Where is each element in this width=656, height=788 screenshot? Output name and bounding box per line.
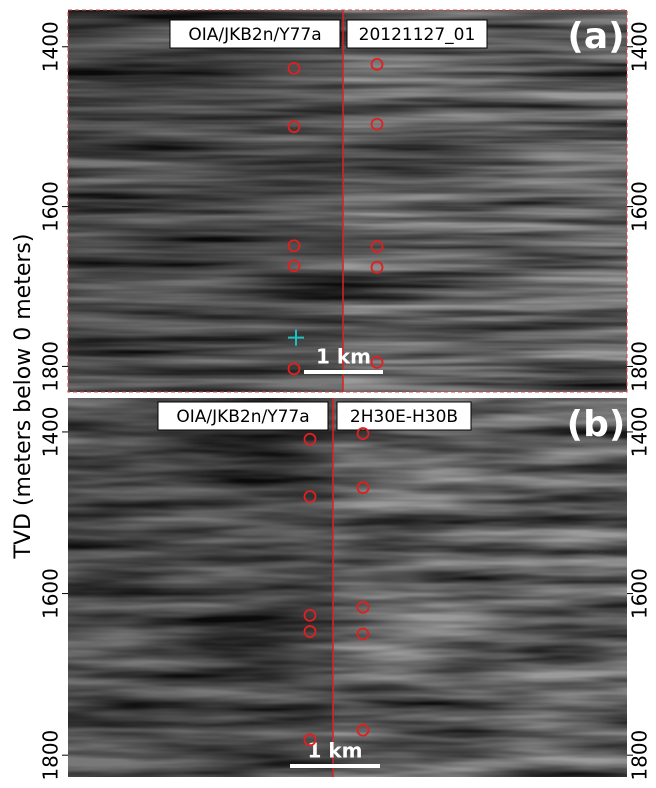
y-tick-label: 1800	[39, 730, 63, 781]
well-marker	[303, 490, 317, 503]
well-marker	[370, 117, 384, 131]
panel-label: (a)	[567, 16, 624, 57]
y-tick-label: 1600	[39, 181, 63, 232]
image-texture	[68, 10, 627, 392]
frame	[67, 9, 628, 393]
scale-bar-label: 1 km	[307, 739, 362, 763]
y2-tick-label: 1800	[628, 341, 652, 392]
y-axis-label: TVD (meters below 0 meters)	[11, 234, 36, 560]
label-box	[336, 401, 472, 431]
well-marker	[287, 61, 301, 75]
well-marker	[356, 427, 370, 440]
well-marker	[287, 362, 301, 376]
well-marker	[370, 260, 384, 274]
panel-label: (b)	[567, 404, 626, 445]
label-box	[169, 19, 341, 49]
well-marker	[356, 481, 370, 495]
scale-bar-label: 1 km	[316, 345, 371, 369]
label-text: 20121127_01	[359, 25, 476, 45]
y-tick-label: 1600	[39, 568, 63, 619]
label-box	[157, 401, 329, 431]
image-left-shade	[68, 10, 343, 392]
well-marker	[370, 57, 384, 71]
label-text: OIA/JKB2n/Y77a	[176, 407, 309, 427]
well-marker	[303, 432, 317, 446]
well-marker	[303, 733, 317, 747]
well-marker	[370, 240, 384, 253]
y2-tick-label: 1400	[628, 406, 652, 457]
well-marker	[303, 625, 317, 638]
y-tick-label: 1800	[39, 341, 63, 392]
y2-tick-label: 1800	[628, 730, 652, 781]
well-marker	[370, 356, 384, 369]
y-tick-label: 1400	[39, 406, 63, 457]
label-text: OIA/JKB2n/Y77a	[188, 25, 321, 45]
y2-tick-label: 1600	[628, 568, 652, 619]
well-marker	[356, 600, 370, 614]
well-marker	[287, 120, 301, 134]
label-text: 2H30E-H30B	[350, 407, 458, 427]
y2-tick-label: 1600	[628, 181, 652, 232]
image-texture	[68, 398, 627, 777]
well-marker	[287, 239, 301, 253]
well-marker	[288, 329, 304, 346]
y-tick-label: 1400	[39, 21, 63, 72]
label-box	[346, 19, 488, 49]
image-left-shade	[68, 398, 333, 777]
well-marker	[356, 723, 370, 737]
well-marker	[287, 259, 301, 273]
well-marker	[356, 627, 370, 641]
y2-tick-label: 1400	[628, 21, 652, 72]
well-marker	[303, 608, 317, 622]
